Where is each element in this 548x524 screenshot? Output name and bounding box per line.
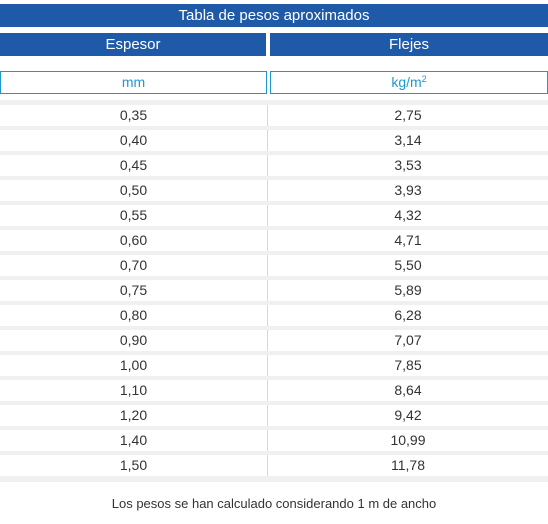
unit-flejes-base: kg/m	[391, 74, 422, 90]
table-row: 1,40 10,99	[0, 430, 548, 451]
unit-row: mm kg/m2	[0, 71, 548, 94]
cell-flejes: 3,14	[394, 132, 422, 148]
cell-espesor: 0,55	[0, 205, 268, 226]
cell-flejes: 4,71	[394, 232, 422, 248]
cell-flejes: 9,42	[394, 407, 422, 423]
cell-espesor: 1,40	[0, 430, 268, 451]
table-row: 0,70 5,50	[0, 255, 548, 276]
cell-espesor: 0,90	[0, 330, 268, 351]
cell-flejes: 11,78	[391, 457, 425, 473]
cell-flejes: 2,75	[394, 107, 422, 123]
table-row: 0,80 6,28	[0, 305, 548, 326]
cell-espesor: 0,70	[0, 255, 268, 276]
unit-flejes-exponent: 2	[421, 74, 427, 84]
table-row: 0,45 3,53	[0, 155, 548, 176]
cell-flejes: 4,32	[394, 207, 422, 223]
table-row: 1,20 9,42	[0, 405, 548, 426]
cell-flejes: 6,28	[394, 307, 422, 323]
header-espesor: Espesor	[0, 33, 266, 56]
cell-espesor: 1,00	[0, 355, 268, 376]
cell-flejes: 5,50	[394, 257, 422, 273]
table-row: 1,50 11,78	[0, 455, 548, 476]
cell-espesor: 0,45	[0, 155, 268, 176]
footnote: Los pesos se han calculado considerando …	[111, 496, 437, 511]
cell-espesor: 0,50	[0, 180, 268, 201]
cell-espesor: 0,40	[0, 130, 268, 151]
table-row: 0,35 2,75	[0, 105, 548, 126]
header-flejes: Flejes	[270, 33, 548, 56]
cell-flejes: 8,64	[394, 382, 422, 398]
table-row: 0,60 4,71	[0, 230, 548, 251]
table-row: 0,55 4,32	[0, 205, 548, 226]
table-row: 0,40 3,14	[0, 130, 548, 151]
cell-flejes: 5,89	[394, 282, 422, 298]
table-row: 1,10 8,64	[0, 380, 548, 401]
weights-table: 0,35 2,75 0,40 3,14 0,45 3,53 0,50 3,93 0,55 4,32…	[0, 100, 548, 482]
cell-espesor: 0,60	[0, 230, 268, 251]
table-row: 0,75 5,89	[0, 280, 548, 301]
table-title: Tabla de pesos aproximados	[0, 4, 548, 27]
cell-espesor: 1,10	[0, 380, 268, 401]
cell-espesor: 1,20	[0, 405, 268, 426]
cell-espesor: 0,80	[0, 305, 268, 326]
header-row: Espesor Flejes	[0, 33, 548, 56]
cell-espesor: 0,75	[0, 280, 268, 301]
table-row: 0,90 7,07	[0, 330, 548, 351]
cell-flejes: 7,85	[394, 357, 422, 373]
cell-espesor: 1,50	[0, 455, 268, 476]
cell-flejes: 3,93	[394, 182, 422, 198]
unit-flejes: kg/m2	[270, 71, 548, 94]
unit-espesor: mm	[0, 71, 267, 94]
cell-flejes: 3,53	[394, 157, 422, 173]
table-row: 1,00 7,85	[0, 355, 548, 376]
cell-flejes: 7,07	[394, 332, 422, 348]
table-row: 0,50 3,93	[0, 180, 548, 201]
cell-flejes: 10,99	[390, 432, 426, 448]
cell-espesor: 0,35	[0, 105, 268, 126]
